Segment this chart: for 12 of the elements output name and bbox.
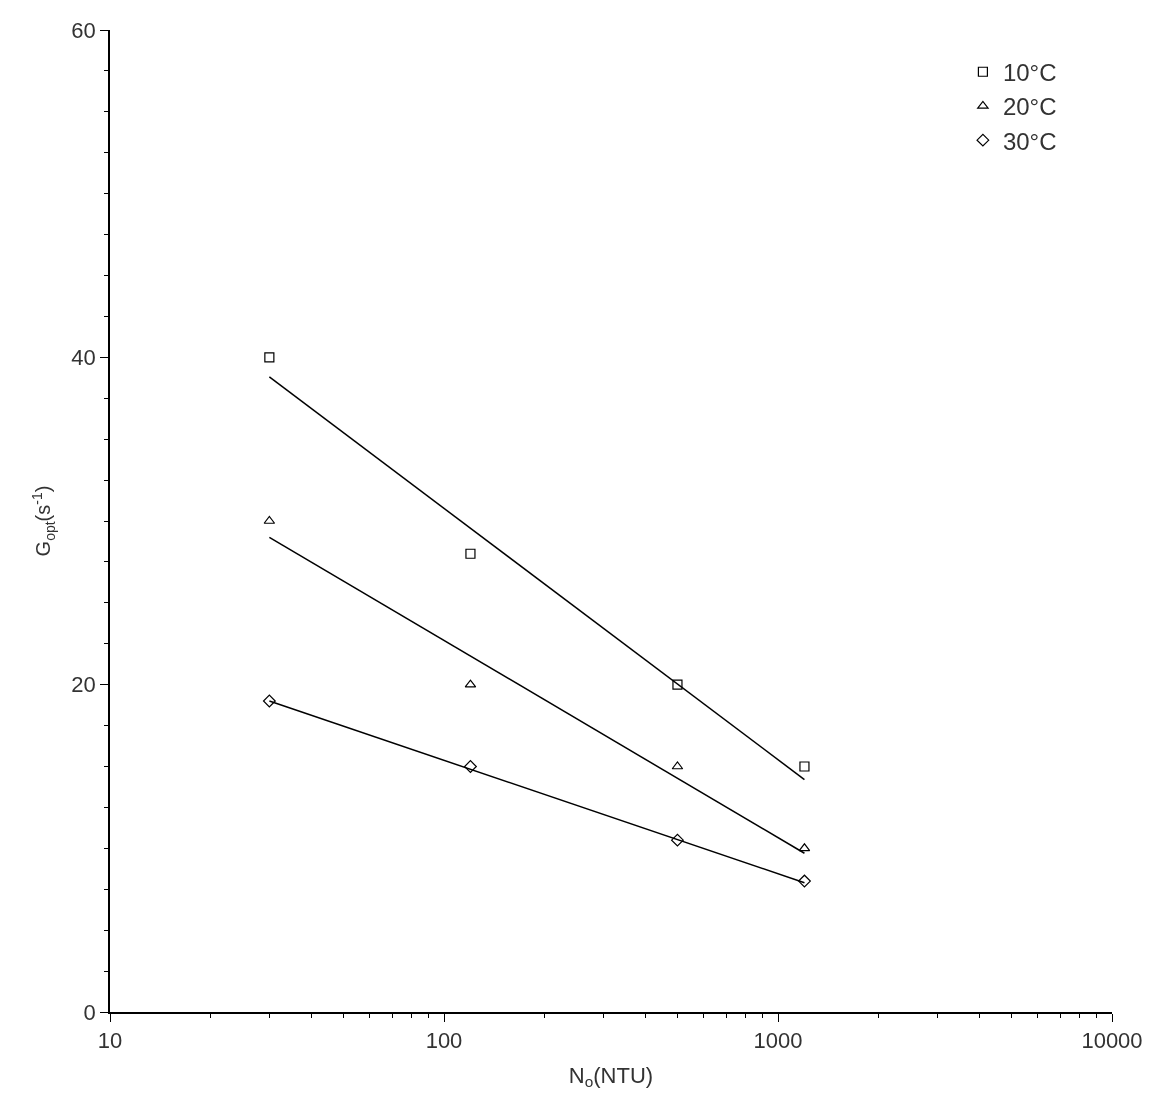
y-tick-label: 0 [83,999,96,1025]
legend-label: 30°C [1002,127,1057,155]
x-tick-label: 10000 [1081,1028,1143,1054]
legend-label: 20°C [1002,93,1057,121]
y-tick-label: 40 [71,345,96,371]
x-axis-title: N$_{o}$(NTU) [568,1062,654,1091]
y-tick-label: 60 [71,17,96,43]
x-tick-label: 100 [425,1028,463,1054]
x-tick-label: 10 [97,1028,123,1054]
y-tick-label: 20 [71,672,96,698]
x-tick-label: 1000 [753,1028,803,1054]
legend-label: 10°C [1002,59,1057,87]
